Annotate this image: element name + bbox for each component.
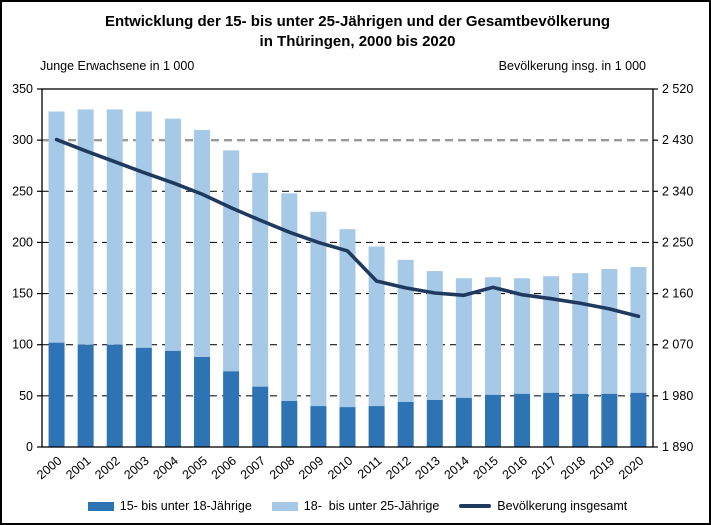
bar-segment-15-18 bbox=[310, 406, 327, 447]
x-axis-year-label: 2005 bbox=[180, 454, 210, 483]
bar-segment-15-18 bbox=[601, 393, 618, 447]
legend-label-15-18: 15- bis unter 18-Jährige bbox=[119, 499, 252, 513]
legend-swatch-dark-bar bbox=[87, 501, 114, 511]
x-axis-year-label: 2019 bbox=[587, 454, 617, 483]
legend-label-18-25: 18- bis unter 25-Jährige bbox=[303, 499, 440, 513]
x-axis-year-label: 2003 bbox=[121, 454, 151, 483]
left-axis-tick-label: 0 bbox=[26, 440, 33, 454]
x-axis-year-label: 2004 bbox=[151, 454, 181, 483]
x-axis-year-label: 2017 bbox=[529, 454, 559, 483]
plot-border bbox=[41, 88, 654, 448]
bar-segment-15-18 bbox=[397, 401, 414, 447]
x-axis-year-label: 2011 bbox=[355, 454, 385, 482]
bar-segment-15-18 bbox=[223, 371, 240, 447]
bar-segment-18-25 bbox=[164, 118, 181, 351]
bar-segment-18-25 bbox=[455, 278, 472, 398]
legend-swatch-light-bar bbox=[271, 501, 298, 511]
bar-segment-15-18 bbox=[135, 347, 152, 447]
left-axis-tick-label: 250 bbox=[12, 184, 33, 198]
bar-segment-15-18 bbox=[426, 399, 443, 447]
right-axis-tick-label: 2 340 bbox=[662, 184, 693, 198]
bar-segment-15-18 bbox=[48, 342, 65, 447]
x-axis-year-label: 2009 bbox=[296, 454, 326, 483]
x-axis-year-label: 2020 bbox=[616, 454, 646, 483]
x-axis-year-label: 2007 bbox=[238, 454, 268, 483]
x-axis-year-label: 2018 bbox=[558, 454, 588, 483]
left-axis-header: Junge Erwachsene in 1 000 bbox=[40, 59, 195, 73]
legend-label-population: Bevölkerung insgesamt bbox=[497, 499, 628, 513]
right-axis-tick-label: 1 980 bbox=[662, 389, 693, 403]
legend-swatch-line bbox=[459, 504, 492, 508]
legend-item-population: Bevölkerung insgesamt bbox=[459, 499, 627, 513]
bar-segment-15-18 bbox=[514, 393, 531, 447]
right-axis-header: Bevölkerung insg. in 1 000 bbox=[498, 59, 646, 73]
left-axis-tick-label: 300 bbox=[12, 133, 33, 147]
bar-segment-18-25 bbox=[339, 229, 356, 408]
bar-segment-18-25 bbox=[426, 271, 443, 400]
bar-segment-18-25 bbox=[223, 150, 240, 372]
right-axis-tick-label: 2 250 bbox=[662, 235, 693, 249]
bar-segment-18-25 bbox=[484, 277, 501, 395]
legend-item-15-18: 15- bis unter 18-Jährige bbox=[87, 499, 252, 513]
x-axis-year-label: 2006 bbox=[209, 454, 239, 483]
left-axis-tick-label: 100 bbox=[12, 338, 33, 352]
bar-segment-18-25 bbox=[514, 278, 531, 394]
bar-segment-18-25 bbox=[543, 276, 560, 393]
bar-segment-15-18 bbox=[368, 406, 385, 447]
chart-title-line1: Entwicklung der 15- bis unter 25-Jährige… bbox=[104, 13, 611, 30]
x-axis-year-label: 2013 bbox=[412, 454, 442, 483]
bar-segment-15-18 bbox=[339, 407, 356, 447]
x-axis-year-label: 2000 bbox=[34, 454, 64, 483]
bar-segment-18-25 bbox=[281, 193, 298, 401]
left-axis-tick-label: 50 bbox=[19, 389, 33, 403]
bar-segment-15-18 bbox=[164, 350, 181, 447]
right-axis-tick-label: 2 520 bbox=[662, 82, 693, 96]
bar-segment-18-25 bbox=[77, 109, 94, 345]
x-axis-year-label: 2008 bbox=[267, 454, 297, 483]
bar-segment-15-18 bbox=[106, 344, 123, 447]
bar-segment-18-25 bbox=[397, 259, 414, 402]
x-axis-year-label: 2010 bbox=[325, 454, 355, 483]
bar-segment-18-25 bbox=[368, 246, 385, 407]
bar-segment-18-25 bbox=[572, 273, 589, 394]
x-axis-year-label: 2012 bbox=[383, 454, 413, 483]
population-line bbox=[54, 137, 641, 319]
bar-segment-15-18 bbox=[543, 392, 560, 447]
chart-legend: 15- bis unter 18-Jährige 18- bis unter 2… bbox=[2, 499, 709, 513]
bar-segment-15-18 bbox=[252, 386, 269, 447]
left-axis-tick-label: 350 bbox=[12, 82, 33, 96]
bar-segment-15-18 bbox=[484, 394, 501, 447]
bar-segment-15-18 bbox=[281, 400, 298, 447]
bar-segment-18-25 bbox=[630, 266, 647, 393]
x-axis-year-label: 2016 bbox=[500, 454, 530, 483]
x-axis-year-label: 2014 bbox=[442, 454, 472, 483]
bar-segment-18-25 bbox=[194, 129, 211, 357]
bar-segment-15-18 bbox=[630, 392, 647, 447]
right-axis-tick-label: 1 890 bbox=[662, 440, 693, 454]
right-axis-tick-label: 2 430 bbox=[662, 133, 693, 147]
bar-segment-18-25 bbox=[48, 111, 65, 343]
right-axis-tick-label: 2 160 bbox=[662, 287, 693, 301]
left-axis-tick-label: 200 bbox=[12, 235, 33, 249]
bar-segment-18-25 bbox=[310, 211, 327, 407]
chart-title: Entwicklung der 15- bis unter 25-Jährige… bbox=[2, 12, 709, 52]
bar-segment-18-25 bbox=[252, 172, 269, 387]
bar-segment-18-25 bbox=[135, 111, 152, 348]
bar-segment-18-25 bbox=[106, 109, 123, 345]
legend-item-18-25: 18- bis unter 25-Jährige bbox=[271, 499, 440, 513]
bar-segment-15-18 bbox=[572, 393, 589, 447]
bar-segment-15-18 bbox=[77, 344, 94, 447]
x-axis-year-label: 2015 bbox=[471, 454, 501, 483]
chart-title-line2: in Thüringen, 2000 bis 2020 bbox=[259, 33, 456, 50]
bar-segment-15-18 bbox=[455, 397, 472, 447]
x-axis-year-label: 2002 bbox=[92, 454, 122, 483]
bar-segment-15-18 bbox=[194, 356, 211, 447]
x-axis-year-label: 2001 bbox=[63, 454, 93, 483]
right-axis-tick-label: 2 070 bbox=[662, 338, 693, 352]
bar-segment-18-25 bbox=[601, 269, 618, 394]
left-axis-tick-label: 150 bbox=[12, 287, 33, 301]
